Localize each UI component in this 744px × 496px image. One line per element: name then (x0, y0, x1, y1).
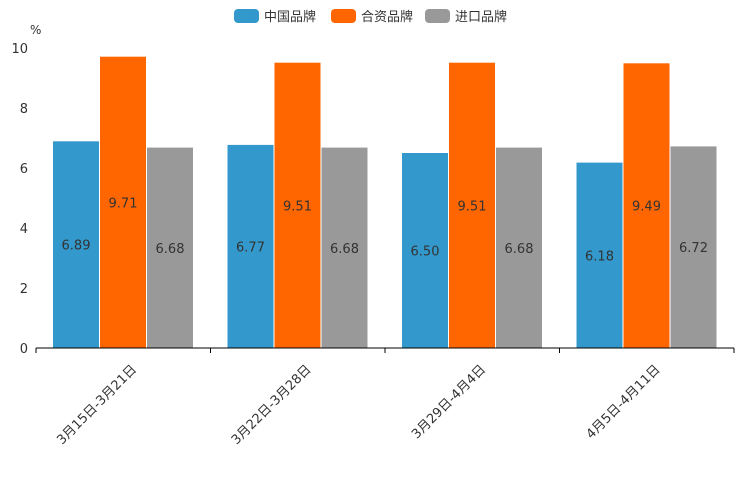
legend-swatch (425, 9, 450, 23)
y-axis-ticks: 0 2 4 6 8 10 (11, 42, 28, 357)
data-label: 6.68 (505, 242, 534, 257)
legend-swatch (234, 9, 259, 23)
data-label: 6.50 (411, 245, 440, 260)
x-category-label: 3月22日-3月28日 (229, 362, 315, 448)
bar-3-1 (147, 147, 193, 348)
legend-swatch (331, 9, 356, 23)
bar-2-4 (623, 63, 670, 349)
data-label: 6.77 (236, 240, 265, 255)
y-tick-label: 4 (20, 222, 28, 237)
bar-3-2 (321, 147, 368, 348)
data-label: 9.49 (632, 200, 661, 215)
data-label: 9.51 (283, 199, 312, 214)
bar-2-1 (100, 56, 146, 348)
bar-1-4 (576, 162, 623, 348)
bars (53, 56, 717, 349)
data-label: 6.18 (585, 249, 614, 264)
y-tick-label: 0 (20, 342, 28, 357)
x-axis-ticks (35, 348, 735, 353)
legend-label: 中国品牌 (264, 9, 316, 25)
legend-label: 合资品牌 (361, 9, 413, 25)
y-axis-unit: % (30, 23, 41, 37)
bar-2-2 (274, 62, 321, 348)
x-category-label: 3月15日-3月21日 (54, 362, 140, 448)
y-tick-label: 2 (20, 282, 28, 297)
data-label: 6.68 (330, 242, 359, 257)
bar-3-3 (496, 147, 542, 348)
legend-label: 进口品牌 (455, 9, 507, 25)
bar-2-3 (449, 62, 495, 348)
bar-1-1 (53, 141, 99, 348)
data-label: 9.51 (458, 199, 487, 214)
x-axis-labels: 3月15日-3月21日 3月22日-3月28日 3月29日-4月4日 4月5日-4月1… (54, 362, 663, 448)
y-tick-label: 6 (20, 162, 28, 177)
y-tick-label: 8 (20, 102, 28, 117)
data-label: 6.68 (156, 242, 185, 257)
bar-3-4 (670, 146, 717, 348)
data-label: 6.89 (62, 239, 91, 254)
x-category-label: 4月5日-4月11日 (584, 362, 664, 442)
x-category-label: 3月29日-4月4日 (409, 362, 489, 442)
data-label: 9.71 (109, 196, 138, 211)
legend: 中国品牌 合资品牌 进口品牌 (234, 9, 507, 25)
bar-1-3 (402, 153, 448, 348)
bar-1-2 (227, 144, 274, 348)
data-label: 6.72 (679, 241, 708, 256)
y-tick-label: 10 (11, 42, 28, 57)
data-labels: 6.89 9.71 6.68 6.77 9.51 6.68 6.50 9.51 6.68 6.18… (62, 196, 708, 264)
